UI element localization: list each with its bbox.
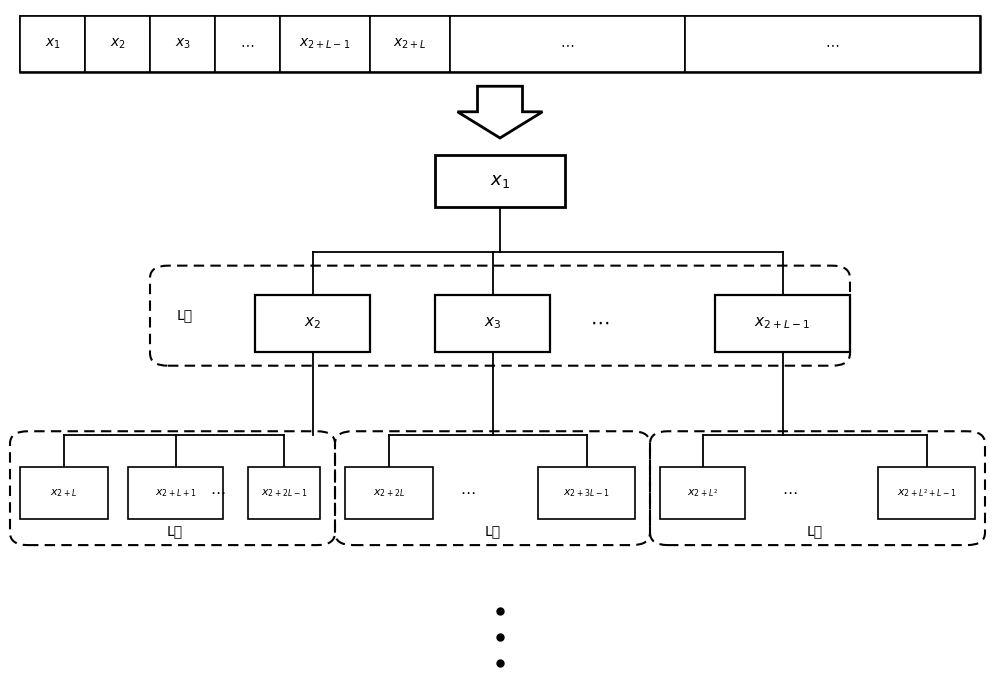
Text: L个: L个 (167, 524, 183, 538)
Bar (685, 16, 980, 72)
Text: $x_3$: $x_3$ (175, 37, 190, 51)
Text: $x_2$: $x_2$ (304, 316, 321, 331)
Text: $\cdots$: $\cdots$ (240, 37, 255, 51)
Bar (538, 467, 635, 519)
Bar (20, 467, 108, 519)
Bar (660, 467, 745, 519)
Bar (20, 16, 980, 72)
Text: $x_{2+3L-1}$: $x_{2+3L-1}$ (563, 487, 610, 499)
Bar (280, 16, 370, 72)
Text: $x_2$: $x_2$ (110, 37, 125, 51)
Bar (20, 16, 85, 72)
Text: $\cdots$: $\cdots$ (460, 484, 476, 499)
Polygon shape (458, 86, 542, 138)
Text: L个: L个 (177, 308, 193, 322)
Bar (215, 16, 280, 72)
Bar (450, 16, 685, 72)
Text: $x_{2+L+1}$: $x_{2+L+1}$ (155, 487, 196, 499)
Text: $\cdots$: $\cdots$ (560, 37, 575, 51)
Text: L个: L个 (485, 524, 501, 538)
Bar (370, 16, 450, 72)
Text: $x_{2+L-1}$: $x_{2+L-1}$ (754, 316, 811, 331)
Text: $x_{2+L}$: $x_{2+L}$ (393, 37, 427, 51)
Text: $\cdots$: $\cdots$ (590, 313, 610, 332)
Bar (150, 16, 215, 72)
Bar (435, 155, 565, 207)
Text: $\cdots$: $\cdots$ (825, 37, 840, 51)
Bar (435, 295, 550, 352)
Text: $x_{2+L}$: $x_{2+L}$ (50, 487, 78, 499)
Text: $\cdots$: $\cdots$ (782, 484, 798, 499)
Text: $x_{2+L^2+L-1}$: $x_{2+L^2+L-1}$ (897, 487, 956, 499)
Text: $\cdots$: $\cdots$ (210, 484, 226, 499)
Text: $x_3$: $x_3$ (484, 316, 501, 331)
Bar (255, 295, 370, 352)
Text: $x_1$: $x_1$ (490, 172, 510, 190)
Bar (715, 295, 850, 352)
Bar (128, 467, 223, 519)
Bar (85, 16, 150, 72)
Text: $x_1$: $x_1$ (45, 37, 60, 51)
Text: $x_{2+2L-1}$: $x_{2+2L-1}$ (261, 487, 307, 499)
Bar (878, 467, 975, 519)
Bar (248, 467, 320, 519)
Text: $x_{2+L-1}$: $x_{2+L-1}$ (299, 37, 351, 51)
Text: $x_{2+L^2}$: $x_{2+L^2}$ (687, 487, 718, 499)
Bar (345, 467, 433, 519)
Text: L个: L个 (807, 524, 823, 538)
Text: $x_{2+2L}$: $x_{2+2L}$ (373, 487, 405, 499)
